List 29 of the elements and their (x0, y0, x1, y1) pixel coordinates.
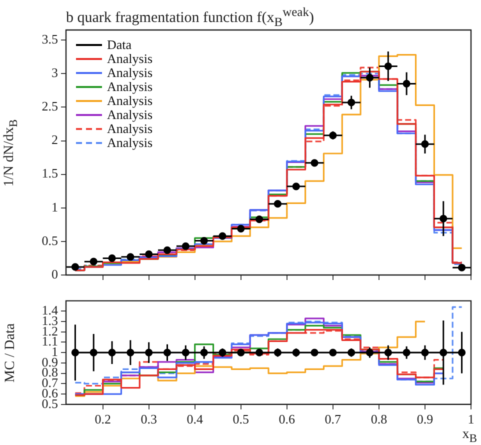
legend-label: Analysis (107, 121, 152, 137)
x-tick-label: 0.9 (416, 412, 434, 427)
y-tick-label: 1 (52, 344, 58, 360)
legend-label: Analysis (107, 107, 152, 123)
y-axis-title: MC / Data (3, 323, 19, 382)
y-tick-label: 3 (52, 65, 58, 80)
x-tick-label: 0.2 (94, 412, 111, 427)
y-tick-label: 0 (52, 266, 58, 282)
x-tick-label: 0.8 (370, 412, 388, 427)
y-tick-label: 2.5 (42, 98, 58, 114)
x-tick-label: 0.4 (186, 412, 204, 427)
x-tick-label: 0.5 (232, 412, 250, 427)
y-tick-label: 1 (52, 199, 58, 214)
legend-label: Analysis (107, 65, 152, 81)
legend-label: Analysis (107, 93, 152, 109)
y-tick-label: 2 (52, 132, 58, 148)
y-tick-label: 0.5 (42, 232, 58, 248)
x-axis-title: x$_{B}$ (462, 427, 477, 445)
x-tick-label: 0.3 (140, 412, 157, 427)
x-tick-label: 0.6 (278, 412, 296, 427)
legend-label: Analysis (107, 79, 152, 95)
y-tick-label: 3.5 (42, 31, 58, 46)
legend-label: Data (107, 37, 132, 53)
chart-title: b quark fragmentation function f(x$_{B}$$^{weak}$) (66, 5, 314, 30)
x-tick-label: 0.7 (324, 412, 342, 427)
x-tick-label: 1 (468, 412, 474, 427)
legend-label: Analysis (107, 51, 152, 67)
y-tick-label: 1.5 (42, 166, 58, 181)
legend-label: Analysis (107, 135, 152, 151)
